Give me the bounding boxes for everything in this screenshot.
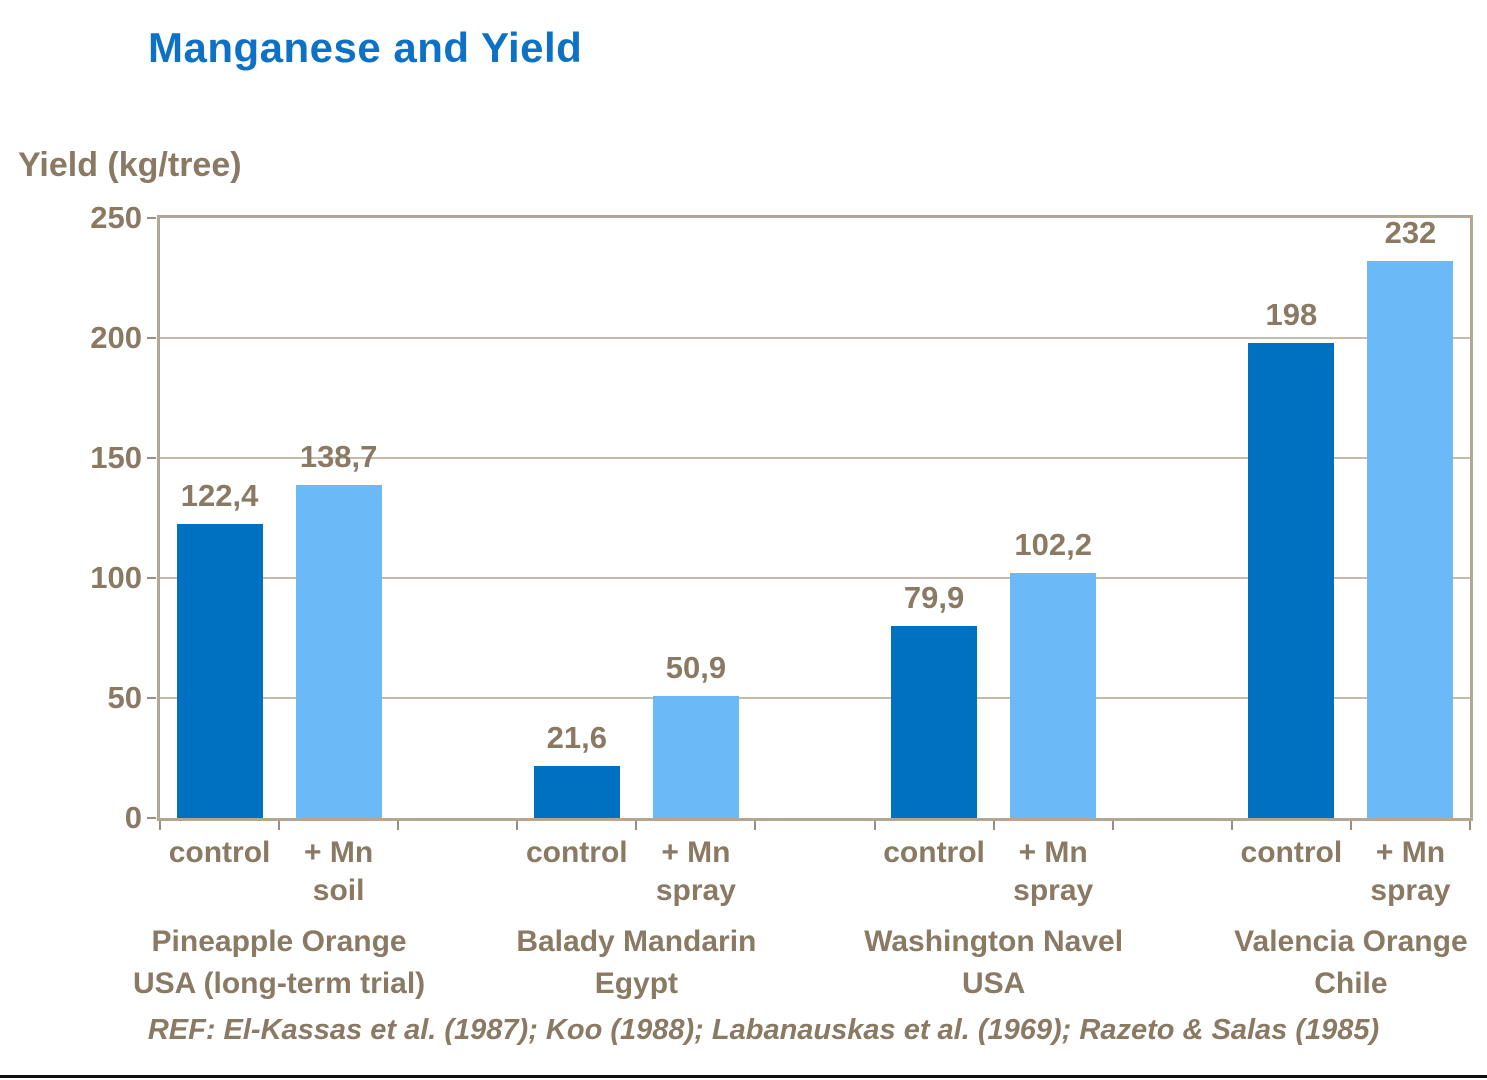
gridline [160,457,1470,459]
x-tick-label: + Mn [661,836,731,869]
x-tick-mark [992,821,995,830]
bar-value-label: 122,4 [180,478,259,514]
x-tick-label: control [525,836,628,869]
x-tick-mark [635,821,638,830]
y-tick-mark [147,577,156,579]
bar-control [176,524,263,818]
x-tick-mark [1111,821,1114,830]
group-label: USA (long-term trial) [132,967,426,1000]
group-label: Egypt [594,967,679,1000]
bar-mn [295,485,382,818]
x-tick-label: + Mn [1375,836,1446,869]
group-label: Balady Mandarin [516,925,757,958]
x-tick-mark [1349,821,1352,830]
x-tick-mark [1469,821,1471,830]
x-tick-mark [873,821,876,830]
x-tick-sublabel: spray [1370,874,1451,907]
bar-value-label: 138,7 [299,439,378,475]
bar-value-label: 232 [1384,215,1437,251]
bar-value-label: 21,6 [546,720,607,756]
x-tick-mark [1230,821,1233,830]
bar-control [891,626,978,818]
x-tick-mark [754,821,757,830]
bar-value-label: 102,2 [1014,526,1092,562]
gridline [160,577,1470,579]
y-tick-label: 50 [107,680,142,715]
y-tick-mark [147,457,156,459]
bar-control [1248,342,1335,818]
x-tick-label: + Mn [304,836,374,869]
y-tick-label: 200 [90,320,142,355]
gridline [160,337,1470,339]
bar-value-label: 50,9 [665,649,727,685]
group-label: Washington Navel [864,925,1124,958]
y-tick-mark [147,217,156,219]
group-label: Valencia Orange [1234,925,1468,958]
group-label: USA [961,967,1026,1000]
x-tick-label: control [883,836,985,869]
x-tick-mark [516,821,519,830]
y-tick-label: 150 [90,440,142,475]
x-tick-sublabel: soil [312,874,365,907]
bar-mn [1367,261,1454,818]
chart-title: Manganese and Yield [148,24,583,71]
bar-value-label: 79,9 [903,580,965,616]
bar-value-label: 198 [1265,296,1318,332]
y-tick-mark [147,697,156,699]
gridline [160,697,1470,699]
x-tick-label: + Mn [1018,836,1088,869]
x-tick-sublabel: spray [655,874,736,907]
x-tick-mark [397,821,400,830]
x-tick-sublabel: spray [1013,874,1094,907]
y-tick-label: 250 [90,200,142,235]
x-tick-mark [159,821,161,830]
y-tick-mark [147,337,156,339]
y-tick-label: 100 [90,560,142,595]
y-tick-label: 0 [124,800,142,835]
x-tick-label: control [168,836,271,869]
group-label: Pineapple Orange [151,925,407,958]
y-axis-title: Yield (kg/tree) [18,146,242,184]
bottom-rule [0,1075,1487,1078]
x-tick-label: control [1240,836,1343,869]
bar-mn [652,695,739,818]
x-tick-mark [278,821,281,830]
ref-text: REF: El-Kassas et al. (1987); Koo (1988)… [147,1014,1380,1046]
bar-control [533,766,620,818]
y-tick-mark [147,817,156,819]
bar-mn [1010,572,1097,818]
group-label: Chile [1314,967,1388,1000]
